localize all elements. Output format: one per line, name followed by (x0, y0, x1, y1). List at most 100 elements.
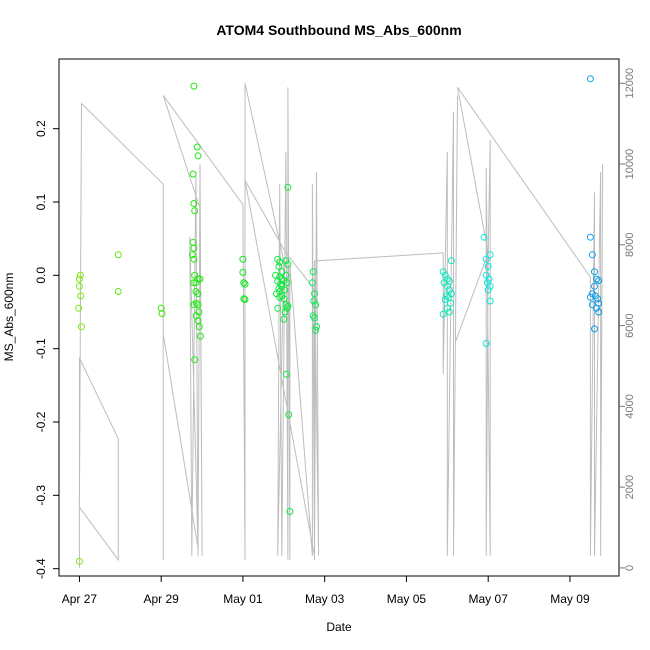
data-point (480, 233, 488, 241)
series-line (78, 83, 604, 568)
data-point (312, 301, 320, 309)
data-point (78, 323, 85, 331)
data-point (447, 257, 455, 265)
data-point (275, 263, 283, 270)
data-point (75, 557, 83, 565)
data-point (193, 143, 201, 151)
data-point (482, 255, 490, 263)
data-point (594, 295, 602, 303)
chart-title: ATOM4 Southbound MS_Abs_600nm (216, 22, 461, 38)
y2-tick-label: 6000 (624, 313, 636, 337)
data-point (591, 282, 598, 290)
data-point (77, 292, 85, 300)
data-point (284, 183, 292, 191)
data-point (196, 275, 204, 283)
data-point (443, 304, 451, 312)
data-point (158, 310, 166, 317)
data-point (282, 271, 290, 279)
data-point (192, 288, 200, 295)
x-tick-label: May 09 (550, 592, 590, 606)
data-point (194, 275, 202, 283)
x-tick-label: May 01 (223, 592, 263, 606)
data-point (194, 152, 202, 160)
data-point (75, 282, 83, 290)
data-point (485, 275, 493, 283)
data-point (190, 255, 198, 263)
data-point (190, 301, 198, 309)
data-point (486, 251, 494, 259)
y2-tick-label: 0 (624, 565, 636, 571)
points-series (75, 75, 603, 565)
data-point (276, 293, 284, 301)
data-point (278, 275, 286, 283)
data-point (272, 271, 280, 279)
data-point (282, 301, 290, 309)
data-point (276, 273, 284, 281)
data-point (286, 508, 294, 515)
data-point (312, 326, 320, 334)
data-point (441, 296, 449, 303)
data-point (239, 255, 247, 263)
data-point (447, 299, 455, 307)
data-point (282, 257, 290, 265)
plot-frame (58, 58, 620, 577)
line-series (78, 83, 604, 568)
data-point (285, 411, 293, 419)
y-tick-label: -0.3 (34, 485, 48, 506)
data-point (441, 271, 449, 279)
data-point (194, 290, 202, 298)
data-point (191, 356, 199, 364)
data-point (240, 279, 248, 287)
data-point (189, 170, 197, 178)
y-tick-label: -0.1 (34, 338, 48, 359)
data-point (443, 292, 450, 300)
data-point (195, 323, 203, 331)
data-point (194, 301, 202, 309)
data-point (484, 263, 492, 270)
y-axis-label: MS_Abs_600nm (2, 273, 16, 362)
data-point (588, 251, 596, 259)
data-point (443, 282, 451, 290)
data-point (190, 200, 198, 207)
y-tick-label: -0.4 (34, 558, 48, 579)
data-point (593, 275, 600, 283)
data-point (281, 308, 289, 316)
data-point (486, 297, 494, 305)
data-point (241, 280, 249, 288)
data-point (75, 275, 83, 283)
data-point (188, 251, 196, 259)
data-point (280, 295, 288, 303)
data-point (313, 323, 320, 331)
y2-axis: 0 2000 4000 6000 8000 10000 12000 (619, 68, 636, 571)
data-point (280, 315, 288, 323)
data-point (311, 290, 318, 298)
data-point (310, 297, 318, 305)
x-tick-label: Apr 29 (144, 592, 180, 606)
y2-tick-label: 10000 (624, 149, 636, 180)
data-point (240, 295, 248, 303)
data-point (588, 301, 596, 309)
data-point (281, 286, 289, 294)
data-point (308, 279, 316, 287)
data-point (114, 288, 122, 295)
data-point (445, 308, 453, 316)
x-axis: Apr 27 Apr 29 May 01 May 03 May 05 May 07 May … (62, 576, 590, 606)
y-tick-label: 0.2 (34, 120, 48, 137)
data-point (284, 302, 292, 310)
x-tick-label: May 05 (387, 592, 427, 606)
x-tick-label: Apr 27 (62, 592, 98, 606)
y-tick-label: 0.0 (34, 267, 48, 284)
data-point (595, 277, 603, 284)
y2-tick-label: 4000 (624, 394, 636, 418)
data-point (593, 304, 600, 312)
data-point (439, 268, 447, 276)
data-point (445, 286, 453, 294)
data-point (282, 370, 290, 378)
y-tick-label: 0.1 (34, 193, 48, 210)
x-axis-label: Date (326, 620, 352, 634)
data-point (75, 304, 83, 312)
data-point (439, 310, 447, 318)
data-point (309, 268, 317, 276)
